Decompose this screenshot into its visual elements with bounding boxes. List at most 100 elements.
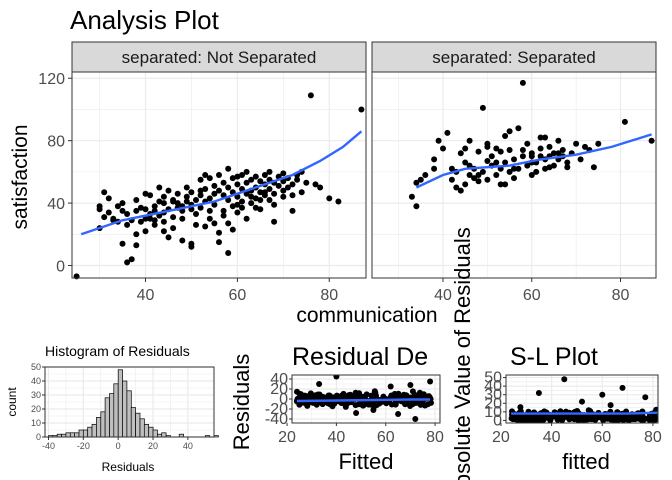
data-point <box>502 159 509 166</box>
data-point <box>636 415 643 422</box>
data-point <box>466 162 473 169</box>
data-point <box>506 168 513 175</box>
data-point <box>160 200 167 207</box>
data-point <box>243 168 250 175</box>
data-point <box>409 401 416 408</box>
data-point <box>546 143 553 150</box>
data-point <box>462 181 469 188</box>
smooth-line <box>511 411 658 415</box>
data-point <box>427 378 434 385</box>
data-point <box>555 150 562 157</box>
histogram-bar <box>152 429 158 438</box>
data-point <box>547 417 554 423</box>
histogram-bar <box>74 432 80 438</box>
data-point <box>183 198 190 205</box>
data-point <box>444 129 451 136</box>
data-point <box>488 153 495 160</box>
data-point <box>535 390 542 396</box>
data-point <box>202 172 209 178</box>
x-axis-ticks: 40 60 80 40 60 80 <box>137 278 630 304</box>
data-point <box>225 250 232 256</box>
data-point <box>326 195 333 202</box>
y-tick-label: 0 <box>56 259 65 276</box>
data-point <box>577 156 584 163</box>
data-point <box>289 207 296 214</box>
data-point <box>197 192 204 199</box>
data-point <box>550 150 557 157</box>
data-point <box>497 181 504 188</box>
data-point <box>197 176 204 183</box>
y-tick-label: 0 <box>493 412 502 429</box>
x-tick-label: 20 <box>148 441 158 451</box>
data-point <box>294 388 300 395</box>
panel-border <box>505 374 659 424</box>
data-point <box>211 201 218 208</box>
y-tick-label: 50 <box>484 370 502 387</box>
data-point <box>280 170 287 177</box>
data-point <box>202 186 209 192</box>
data-point <box>519 153 526 160</box>
data-point <box>174 200 181 207</box>
data-point <box>234 209 241 216</box>
data-point <box>530 414 537 421</box>
x-tick-label: 40 <box>183 441 193 451</box>
data-point <box>387 383 394 390</box>
data-point <box>124 221 131 228</box>
data-point <box>266 168 273 175</box>
data-point <box>524 140 531 147</box>
data-point <box>206 207 213 214</box>
data-point <box>475 178 482 185</box>
histogram-x-title: Residuals <box>102 460 155 474</box>
data-point <box>355 401 362 408</box>
y-tick-label: 40 <box>31 376 41 386</box>
data-point <box>462 159 469 166</box>
data-point <box>96 206 103 213</box>
y-tick-label: 30 <box>484 387 502 404</box>
histogram-bar <box>135 412 141 438</box>
y-axis-title: satisfaction <box>9 124 32 229</box>
histogram-bar <box>69 432 76 438</box>
data-point <box>133 197 140 203</box>
y-tick-label: 20 <box>31 404 41 414</box>
data-point <box>555 137 562 144</box>
data-point <box>280 193 287 200</box>
data-point <box>412 416 419 422</box>
data-point <box>533 168 540 175</box>
histogram-bar <box>126 390 132 438</box>
data-point <box>220 179 227 186</box>
data-point <box>417 176 424 183</box>
x-tick-label: 40 <box>434 287 452 304</box>
data-point <box>289 192 296 199</box>
facet-panel-not-separated <box>71 71 367 280</box>
data-point <box>234 181 241 188</box>
scale-location-title: S-L Plot <box>510 343 598 371</box>
data-point <box>497 148 504 155</box>
histogram-panel: -40 -20 0 20 40 0 10 20 30 40 50 <box>31 362 219 451</box>
data-point <box>502 133 509 139</box>
x-tick-label: 80 <box>320 287 338 304</box>
data-point <box>101 214 108 221</box>
y-tick-label: 0 <box>36 432 41 442</box>
data-point <box>137 204 144 211</box>
data-point <box>193 211 199 217</box>
data-point <box>298 189 305 196</box>
data-point <box>211 190 218 197</box>
data-point <box>619 384 626 391</box>
y-tick-label: 20 <box>484 395 502 412</box>
data-point <box>234 173 241 180</box>
data-point <box>266 186 273 192</box>
data-point <box>420 391 427 398</box>
data-point <box>607 416 614 423</box>
data-point <box>561 376 568 383</box>
smooth-line <box>80 130 363 236</box>
data-point <box>206 195 213 202</box>
data-point <box>193 197 199 203</box>
x-tick-label: 20 <box>492 429 510 446</box>
data-point <box>225 165 232 172</box>
data-point <box>395 390 402 397</box>
data-point <box>479 104 486 111</box>
data-point <box>519 147 526 153</box>
panel-background <box>372 72 656 278</box>
y-tick-label: -20 <box>265 401 288 418</box>
data-point <box>493 159 500 166</box>
